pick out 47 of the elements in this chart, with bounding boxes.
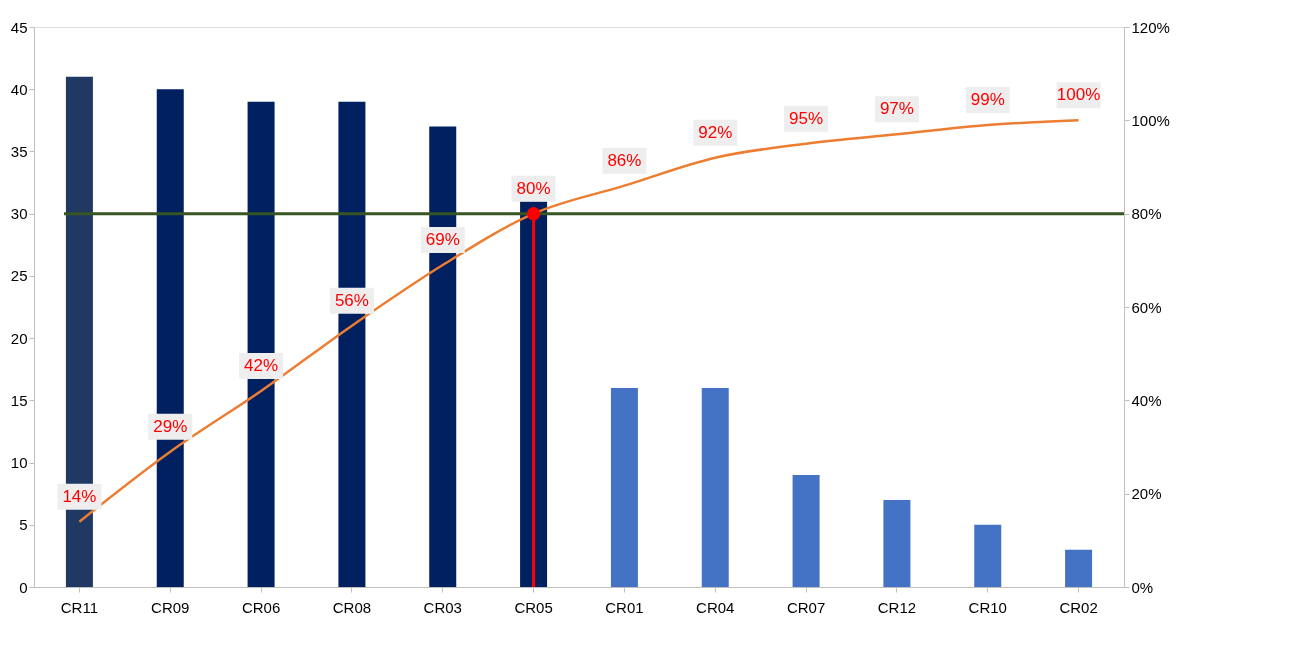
y-tick-label: 0 <box>19 578 28 596</box>
y2-tick-label: 40% <box>1131 391 1162 409</box>
data-label: 80% <box>516 178 551 198</box>
data-label: 56% <box>334 290 369 310</box>
bar <box>883 499 911 587</box>
y-tick-label: 15 <box>10 391 28 409</box>
bar <box>974 524 1002 587</box>
x-tick-label: CR01 <box>605 598 644 616</box>
y-tick-label: 10 <box>10 454 28 472</box>
y2-tick-label: 60% <box>1131 298 1162 316</box>
data-label: 86% <box>607 150 642 170</box>
data-label: 99% <box>970 90 1005 109</box>
data-label: 95% <box>789 108 824 128</box>
y-tick-label: 35 <box>10 142 28 160</box>
data-label: 14% <box>62 486 97 506</box>
y2-tick-label: 20% <box>1131 485 1162 503</box>
x-tick-label: CR04 <box>696 598 735 616</box>
x-tick-label: CR05 <box>514 598 553 616</box>
bar <box>701 387 729 587</box>
y-tick-label: 40 <box>10 80 28 98</box>
data-label: 42% <box>244 356 279 375</box>
bar <box>792 475 820 587</box>
bar <box>610 387 638 587</box>
data-label: 100% <box>1056 85 1101 105</box>
x-tick-label: CR06 <box>241 598 281 616</box>
x-tick-label: CR11 <box>60 598 99 616</box>
y-tick-label: 45 <box>10 18 28 36</box>
y2-tick-label: 0% <box>1131 578 1154 596</box>
x-tick-label: CR10 <box>968 598 1007 616</box>
data-label: 97% <box>879 99 914 119</box>
data-label: 69% <box>425 230 460 249</box>
y2-tick-label: 120% <box>1131 18 1170 36</box>
x-tick-label: CR02 <box>1059 598 1098 616</box>
data-label: 92% <box>698 122 733 142</box>
bar <box>1065 549 1093 587</box>
x-tick-label: CR03 <box>423 598 462 616</box>
y-tick-label: 30 <box>10 205 28 223</box>
y2-tick-label: 80% <box>1131 205 1162 223</box>
x-tick-label: CR12 <box>877 598 917 616</box>
data-label: 29% <box>153 416 188 436</box>
x-tick-label: CR08 <box>332 598 372 616</box>
y-tick-label: 5 <box>19 516 28 534</box>
y-tick-label: 20 <box>10 329 28 347</box>
x-tick-label: CR07 <box>786 598 826 616</box>
y2-tick-label: 100% <box>1131 111 1170 129</box>
x-tick-label: CR09 <box>151 598 190 616</box>
y-tick-label: 25 <box>10 267 28 285</box>
